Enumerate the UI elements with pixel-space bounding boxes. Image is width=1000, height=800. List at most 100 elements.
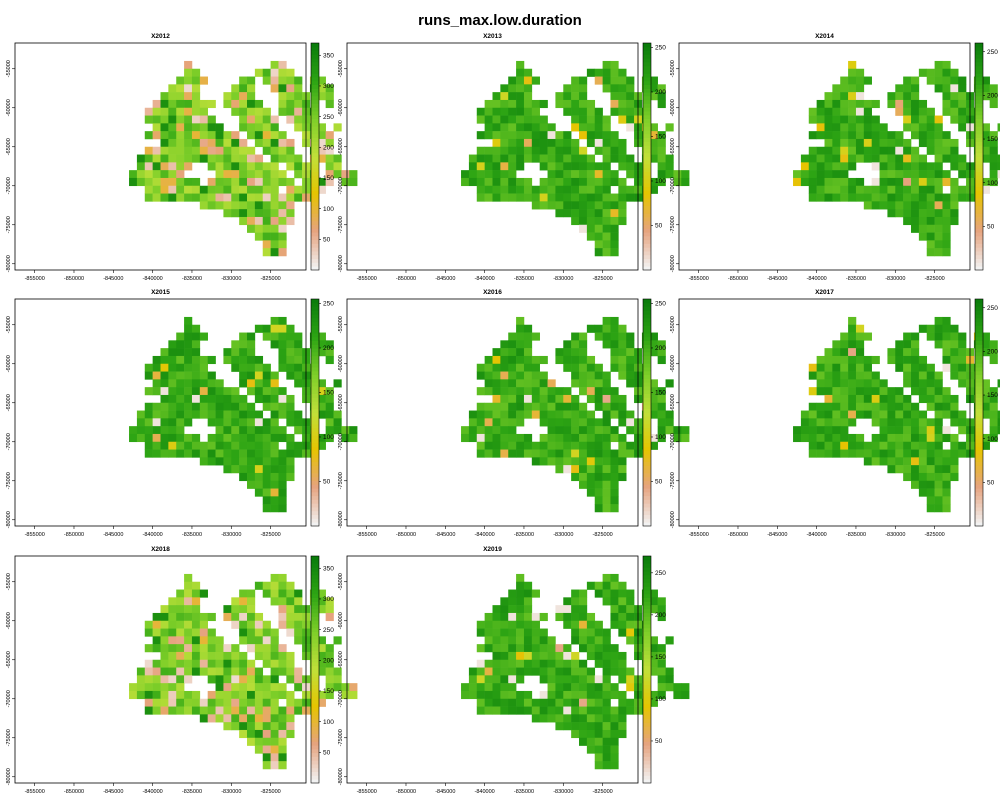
- raster-cell: [855, 340, 865, 349]
- legend-swatch: [643, 408, 651, 413]
- legend-swatch: [975, 510, 983, 516]
- raster-cell: [531, 612, 540, 622]
- raster-cell: [563, 340, 572, 349]
- raster-cell: [586, 123, 596, 132]
- raster-cell: [918, 488, 928, 497]
- raster-cell: [294, 76, 303, 85]
- raster-cell: [160, 146, 169, 155]
- raster-cell: [602, 68, 611, 77]
- raster-cell: [516, 107, 525, 116]
- raster-cell: [508, 402, 517, 411]
- raster-cell: [136, 154, 146, 163]
- raster-cell: [278, 224, 287, 233]
- raster-cell: [808, 426, 817, 435]
- raster-cell: [855, 402, 865, 411]
- raster-cell: [278, 355, 287, 365]
- raster-cell: [649, 332, 658, 341]
- raster-cell: [239, 107, 248, 116]
- legend-tick-label: 50: [655, 223, 663, 230]
- raster-cell: [824, 154, 833, 163]
- raster-cell: [199, 138, 208, 148]
- raster-cell: [547, 201, 556, 210]
- raster-cell: [294, 675, 303, 684]
- raster-cell: [958, 379, 967, 388]
- legend-swatch: [643, 310, 651, 315]
- raster-cell: [539, 441, 548, 450]
- raster-cell: [657, 138, 666, 148]
- raster-cell: [468, 426, 478, 435]
- raster-cell: [476, 107, 485, 116]
- raster-cell: [294, 185, 303, 194]
- raster-cell: [262, 745, 271, 754]
- legend-swatch: [311, 190, 319, 195]
- raster-cell: [247, 340, 256, 349]
- raster-cell: [903, 348, 912, 357]
- raster-cell: [278, 107, 287, 116]
- raster-cell: [239, 698, 248, 707]
- raster-cell: [152, 115, 161, 124]
- legend-swatch: [311, 654, 319, 659]
- legend-swatch: [311, 374, 319, 379]
- raster-cell: [602, 240, 611, 249]
- raster-cell: [191, 433, 201, 443]
- raster-cell: [950, 340, 959, 349]
- raster-cell: [294, 363, 303, 372]
- raster-cell: [247, 659, 256, 668]
- raster-cell: [586, 324, 596, 333]
- raster-cell: [626, 441, 635, 450]
- raster-cell: [602, 209, 611, 218]
- legend-swatch: [643, 397, 651, 402]
- legend-swatch: [643, 378, 651, 383]
- legend-swatch: [975, 114, 983, 120]
- raster-cell: [602, 146, 611, 155]
- raster-cell: [176, 698, 185, 707]
- raster-cell: [579, 107, 588, 116]
- legend-swatch: [975, 190, 983, 195]
- raster-cell: [508, 123, 517, 132]
- raster-cell: [461, 433, 470, 443]
- raster-cell: [247, 355, 256, 365]
- raster-cell: [484, 363, 493, 372]
- raster-cell: [934, 387, 943, 396]
- raster-cell: [270, 201, 279, 210]
- raster-cell: [989, 146, 998, 155]
- raster-cell: [610, 99, 619, 109]
- raster-cell: [610, 714, 619, 723]
- raster-cell: [918, 107, 928, 116]
- raster-cell: [989, 433, 998, 443]
- raster-cell: [152, 675, 161, 684]
- legend-swatch: [311, 563, 319, 568]
- raster-cell: [981, 433, 990, 443]
- raster-cell: [911, 92, 920, 101]
- raster-cell: [626, 185, 635, 194]
- legend-swatch: [643, 262, 651, 267]
- raster-cell: [531, 146, 540, 155]
- raster-cell: [191, 107, 201, 116]
- raster-cell: [555, 714, 564, 723]
- raster-cell: [808, 441, 817, 450]
- raster-cell: [887, 410, 896, 419]
- raster-cell: [665, 162, 674, 171]
- raster-cell: [286, 690, 295, 700]
- raster-cell: [563, 683, 572, 692]
- legend-swatch: [975, 179, 983, 184]
- raster-cell: [911, 107, 920, 116]
- raster-cell: [239, 605, 248, 614]
- legend-swatch: [975, 262, 983, 267]
- raster-cell: [840, 394, 849, 404]
- raster-cell: [958, 76, 967, 85]
- raster-cell: [673, 433, 682, 443]
- legend-swatch: [643, 416, 651, 421]
- raster-cell: [895, 162, 904, 171]
- raster-cell: [594, 745, 603, 754]
- legend-swatch: [643, 61, 651, 67]
- y-tick-label: -65000: [670, 138, 676, 155]
- raster-cell: [484, 636, 493, 645]
- raster-cell: [254, 737, 264, 746]
- legend-swatch: [975, 363, 983, 368]
- raster-cell: [333, 683, 342, 692]
- raster-cell: [215, 667, 224, 676]
- legend-swatch: [311, 336, 319, 342]
- legend-swatch: [975, 488, 983, 493]
- raster-cell: [911, 224, 920, 233]
